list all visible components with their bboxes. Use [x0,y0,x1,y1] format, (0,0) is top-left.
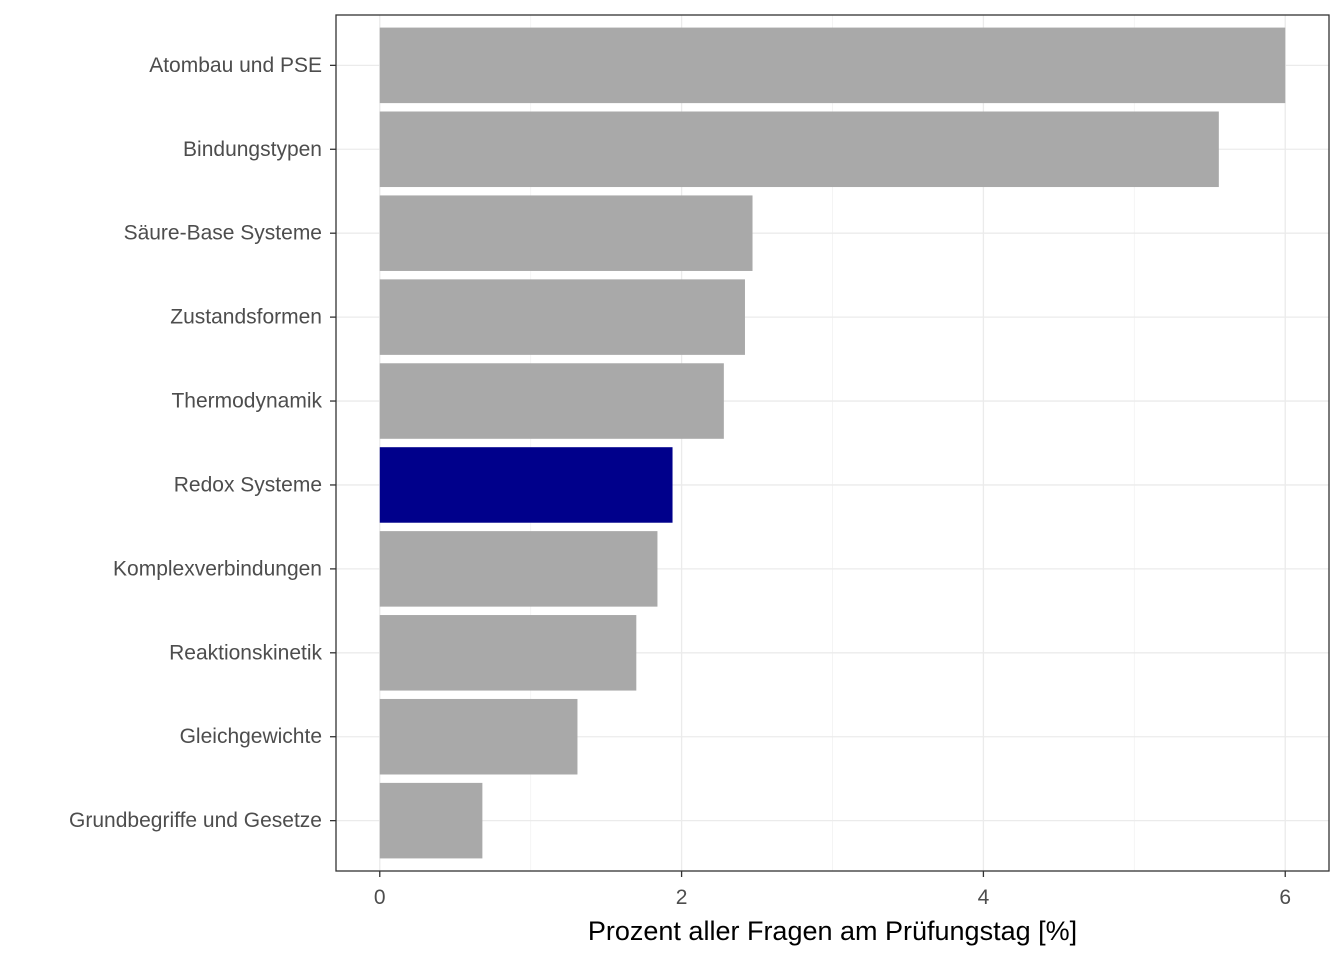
y-tick-label: Reaktionskinetik [169,641,322,664]
x-axis: 0 2 4 6 [374,871,1291,909]
bars [379,27,1286,859]
y-tick-label: Gleichgewichte [180,725,322,748]
y-tick-label: Grundbegriffe und Gesetze [69,809,322,832]
bar [379,698,578,775]
x-tick-label: 6 [1279,886,1291,909]
x-axis-title: Prozent aller Fragen am Prüfungstag [%] [588,916,1077,946]
x-tick-label: 2 [676,886,688,909]
bar [379,27,1286,104]
y-tick-label: Redox Systeme [174,473,322,496]
bar [379,363,724,439]
y-tick-label: Atombau und PSE [149,54,322,77]
panel-border [335,14,1330,872]
y-axis: Atombau und PSE Bindungstypen Säure-Base S… [69,54,336,832]
bar [379,195,753,271]
bar [379,615,637,691]
x-tick-label: 4 [978,886,990,909]
bar [379,279,745,355]
y-tick-label: Säure-Base Systeme [124,222,322,245]
y-tick-label: Bindungstypen [183,138,322,161]
y-tick-label: Zustandsformen [170,306,322,329]
bar [379,531,658,607]
bar [379,782,483,859]
y-tick-label: Thermodynamik [171,390,322,413]
x-tick-label: 0 [374,886,386,909]
bar [379,447,673,523]
y-tick-label: Komplexverbindungen [113,557,322,580]
bar [379,111,1219,188]
